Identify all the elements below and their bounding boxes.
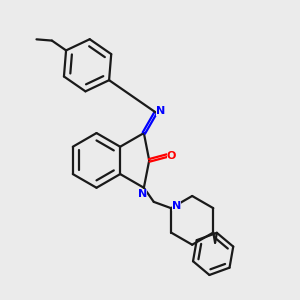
Text: N: N [172,201,181,211]
Text: N: N [138,189,147,199]
Text: N: N [157,106,166,116]
Text: O: O [167,151,176,160]
